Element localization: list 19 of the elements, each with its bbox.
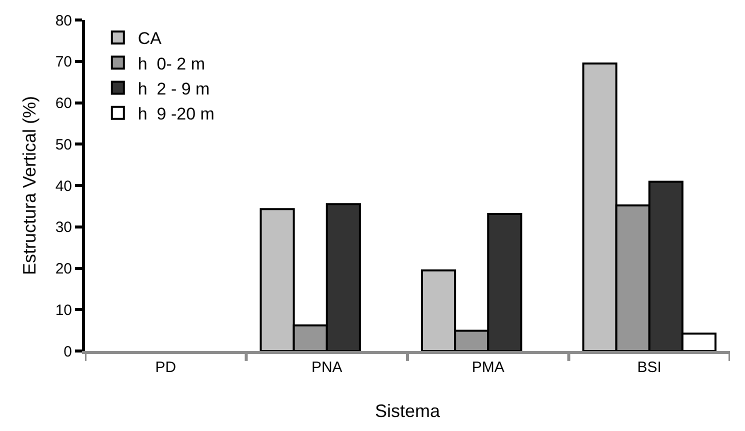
y-tick-label: 60 — [55, 95, 72, 112]
x-tick-label: PNA — [311, 359, 342, 376]
x-tick-label: PMA — [472, 359, 504, 376]
legend-label: h 0- 2 m — [138, 54, 205, 74]
x-tick-label: PD — [155, 359, 176, 376]
legend-label: h 9 -20 m — [138, 104, 214, 124]
y-tick-label: 30 — [55, 219, 72, 236]
y-tick-label: 10 — [55, 302, 72, 319]
y-axis-title: Estructura Vertical (%) — [20, 96, 40, 276]
legend-label: h 2 - 9 m — [138, 79, 210, 98]
x-axis-title: Sistema — [374, 401, 441, 422]
y-tick-label: 80 — [55, 12, 72, 30]
y-tick-label: 0 — [64, 343, 72, 360]
legend-label: CA — [138, 29, 162, 48]
y-tick-label: 50 — [55, 136, 72, 154]
y-tick-label: 20 — [55, 260, 72, 278]
x-tick-label: BSI — [637, 359, 662, 376]
y-tick-label: 40 — [55, 178, 72, 195]
y-tick-label: 70 — [55, 54, 72, 71]
